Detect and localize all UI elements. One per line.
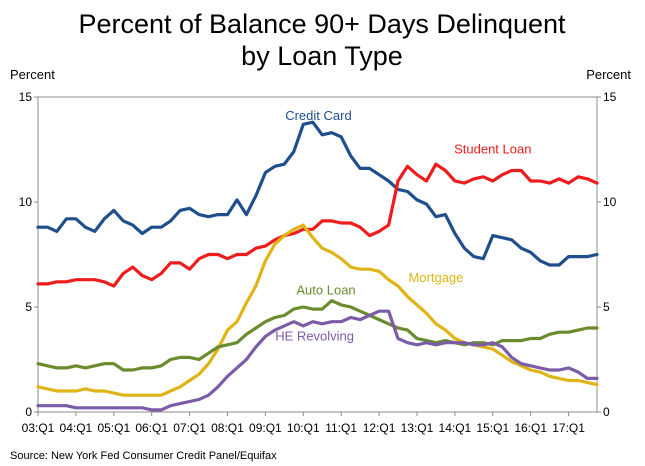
x-tick-label: 17:Q1: [552, 421, 585, 435]
auto-loan-label: Auto Loan: [296, 282, 355, 297]
student-loan-line: [36, 162, 599, 288]
y-tick-label-right: 15: [603, 90, 617, 104]
series-labels: Credit Card Student Loan Mortgage Auto Loan…: [275, 108, 531, 344]
y-tick-label-left: 0: [25, 405, 32, 419]
y-tick-label-right: 10: [603, 195, 617, 209]
credit-card-line: [36, 120, 599, 267]
y-tick-label-left: 15: [19, 90, 33, 104]
x-tick-label: 04:Q1: [60, 421, 93, 435]
x-tick-label: 11:Q1: [325, 421, 357, 435]
auto-loan-line: [36, 299, 599, 372]
credit-card-label: Credit Card: [285, 108, 351, 123]
x-tick-label: 05:Q1: [97, 421, 130, 435]
x-tick-label: 08:Q1: [211, 421, 244, 435]
x-tick-label: 16:Q1: [514, 421, 547, 435]
mortgage-line: [36, 223, 599, 397]
series-lines: [36, 120, 599, 412]
x-tick-label: 09:Q1: [249, 421, 282, 435]
y-tick-label-right: 0: [603, 405, 610, 419]
x-tick-label: 15:Q1: [476, 421, 509, 435]
chart-title-line-1: Percent of Balance 90+ Days Delinquent: [78, 9, 566, 39]
y-axis-left-label: Percent: [10, 67, 55, 82]
y-tick-label-left: 5: [25, 300, 32, 314]
mortgage-label: Mortgage: [408, 270, 463, 285]
x-ticks: 03:Q1 04:Q1 05:Q1 06:Q1 07:Q1 08:Q1 09:Q1 10:Q1…: [22, 412, 585, 435]
x-tick-label: 14:Q1: [439, 421, 472, 435]
he-revolving-line: [36, 309, 599, 412]
y-ticks-right: 0 5 10 15: [597, 90, 617, 419]
x-tick-label: 03:Q1: [22, 421, 55, 435]
x-tick-label: 13:Q1: [401, 421, 434, 435]
student-loan-label: Student Loan: [454, 142, 531, 157]
x-tick-label: 10:Q1: [287, 421, 320, 435]
he-revolving-label: HE Revolving: [275, 329, 354, 344]
x-tick-label: 12:Q1: [363, 421, 396, 435]
chart-title-line-2: by Loan Type: [241, 41, 403, 71]
y-ticks-left: 0 5 10 15: [19, 90, 38, 419]
y-tick-label-right: 5: [603, 300, 610, 314]
source-note: Source: New York Fed Consumer Credit Pan…: [10, 450, 277, 462]
x-tick-label: 07:Q1: [173, 421, 206, 435]
y-tick-label-left: 10: [19, 195, 33, 209]
x-tick-label: 06:Q1: [135, 421, 168, 435]
y-axis-right-label: Percent: [586, 67, 631, 82]
